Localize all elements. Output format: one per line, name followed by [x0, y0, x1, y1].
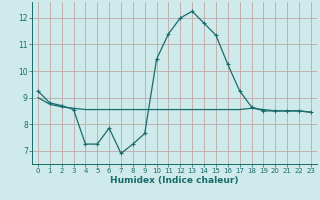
X-axis label: Humidex (Indice chaleur): Humidex (Indice chaleur) — [110, 176, 239, 185]
